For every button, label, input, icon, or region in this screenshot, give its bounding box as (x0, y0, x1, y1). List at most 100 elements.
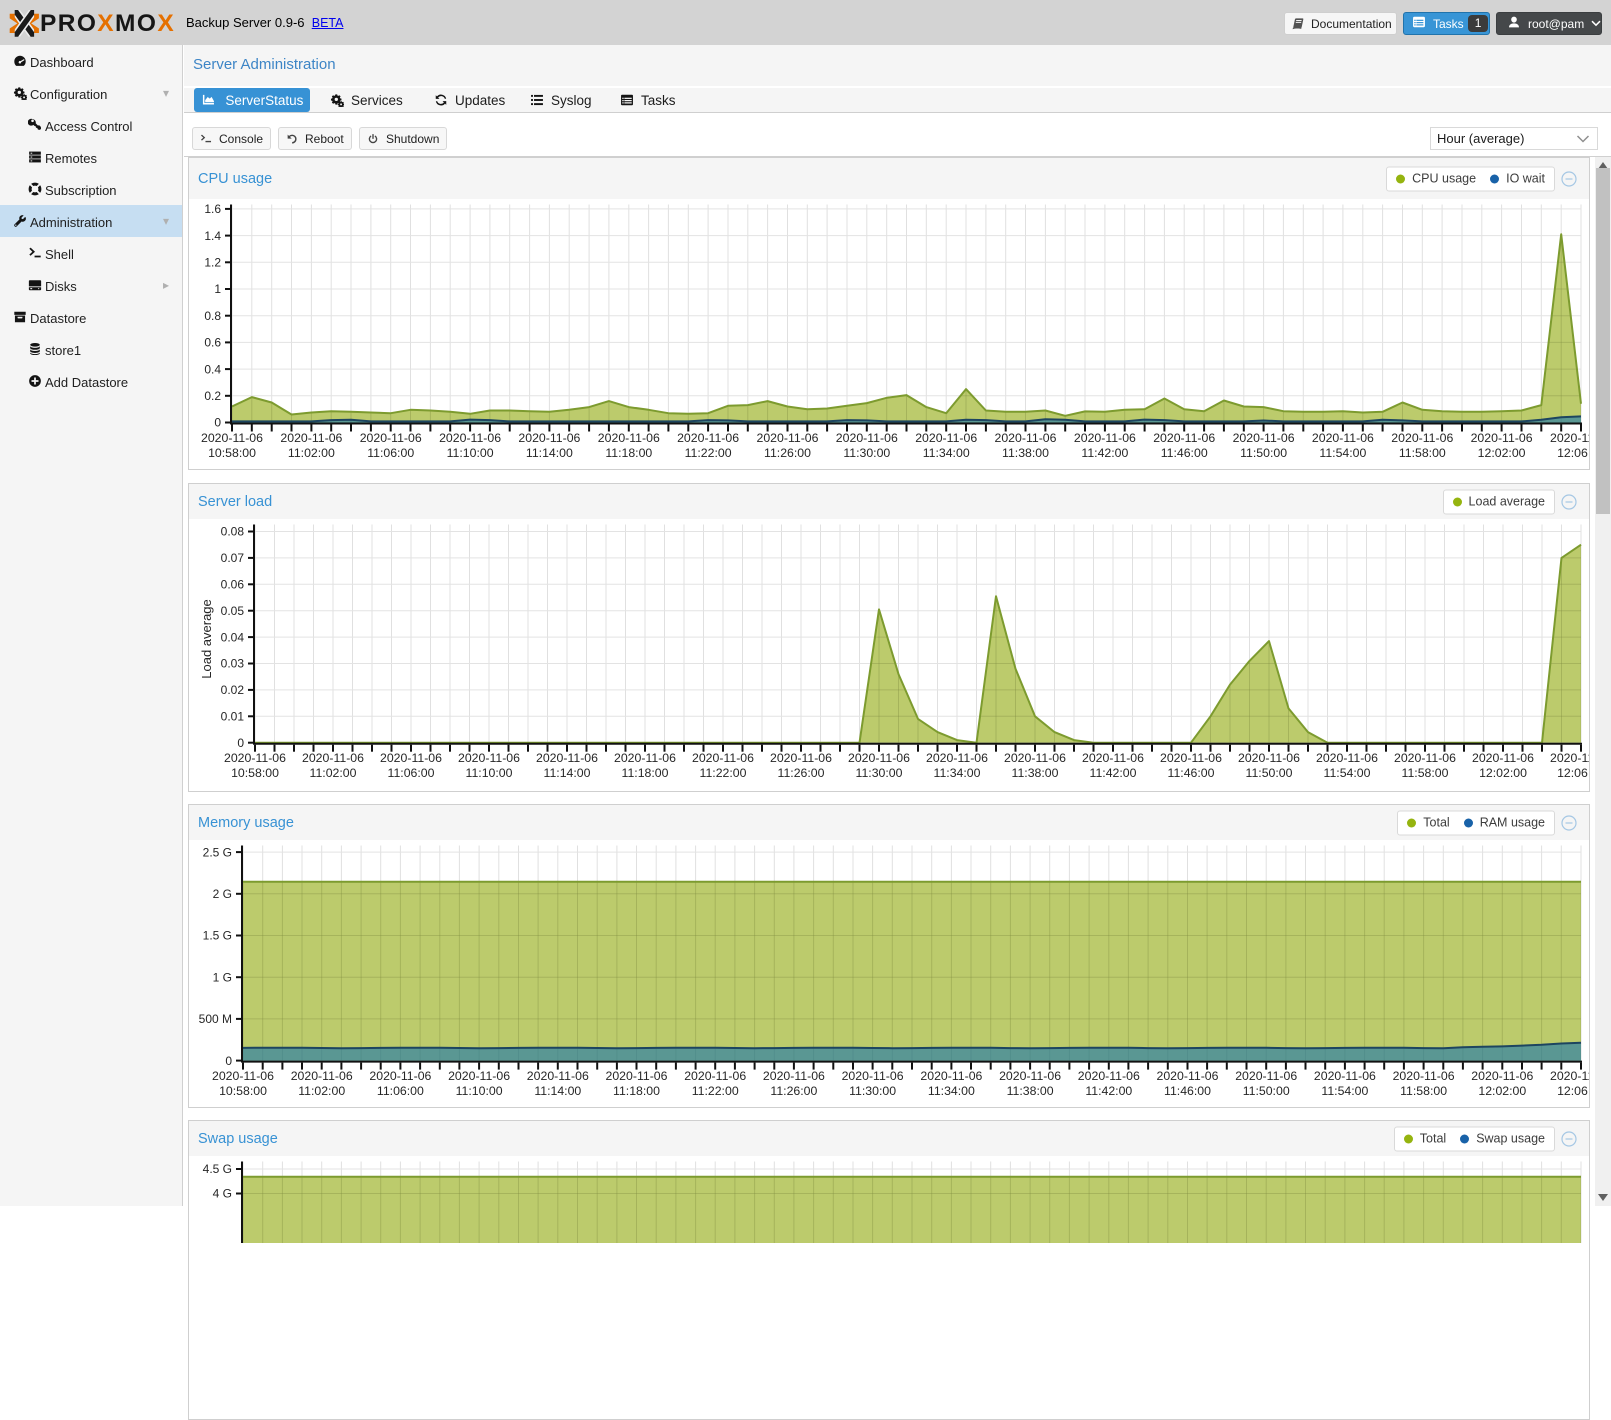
svg-text:500 M: 500 M (199, 1012, 232, 1026)
svg-text:2020-11-06: 2020-11-06 (1471, 431, 1533, 445)
svg-text:0.01: 0.01 (221, 710, 245, 724)
svg-text:2020-11-06: 2020-11-06 (1082, 751, 1144, 765)
svg-text:2020-11-06: 2020-11-06 (757, 431, 819, 445)
svg-text:11:54:00: 11:54:00 (1319, 446, 1366, 460)
svg-text:2020-11-06: 2020-11-06 (458, 751, 520, 765)
svg-text:11:26:00: 11:26:00 (770, 1084, 817, 1098)
svg-text:2020-11-06: 2020-11-06 (212, 1069, 274, 1083)
svg-text:2020-11-06: 2020-11-06 (1312, 431, 1374, 445)
svg-text:2020-11-06: 2020-11-06 (1078, 1069, 1140, 1083)
svg-text:11:34:00: 11:34:00 (934, 766, 981, 780)
svg-text:11:02:00: 11:02:00 (310, 766, 357, 780)
svg-text:11:22:00: 11:22:00 (685, 446, 732, 460)
svg-text:2020-11-06: 2020-11-06 (360, 431, 422, 445)
svg-text:11:54:00: 11:54:00 (1324, 766, 1371, 780)
svg-text:2020-11-06: 2020-11-06 (1391, 431, 1453, 445)
svg-text:10:58:00: 10:58:00 (208, 446, 256, 460)
svg-text:11:58:00: 11:58:00 (1399, 446, 1446, 460)
svg-text:4 G: 4 G (213, 1187, 232, 1201)
svg-text:11:02:00: 11:02:00 (288, 446, 335, 460)
svg-text:2020-11-06: 2020-11-06 (536, 751, 598, 765)
svg-text:0.05: 0.05 (221, 604, 245, 618)
svg-text:12:06:00: 12:06:00 (1557, 446, 1589, 460)
svg-text:1: 1 (214, 282, 221, 296)
svg-text:1.6: 1.6 (204, 202, 221, 216)
svg-text:1.5 G: 1.5 G (203, 929, 232, 943)
svg-text:0: 0 (237, 736, 244, 750)
svg-text:11:50:00: 11:50:00 (1240, 446, 1287, 460)
svg-text:2020-11-06: 2020-11-06 (1004, 751, 1066, 765)
svg-text:11:14:00: 11:14:00 (544, 766, 591, 780)
svg-text:2020-11-06: 2020-11-06 (1235, 1069, 1297, 1083)
svg-text:2020-11-06: 2020-11-06 (684, 1069, 746, 1083)
svg-text:12:02:00: 12:02:00 (1478, 446, 1526, 460)
svg-text:2020-11-06: 2020-11-06 (1550, 751, 1589, 765)
svg-text:0.03: 0.03 (221, 657, 245, 671)
svg-text:0.07: 0.07 (221, 551, 245, 565)
svg-text:2020-11-06: 2020-11-06 (606, 1069, 668, 1083)
svg-text:11:54:00: 11:54:00 (1321, 1084, 1368, 1098)
svg-text:1 G: 1 G (213, 970, 232, 984)
svg-text:2020-11-06: 2020-11-06 (1394, 751, 1456, 765)
svg-text:11:50:00: 11:50:00 (1246, 766, 1293, 780)
svg-text:2020-11-06: 2020-11-06 (1314, 1069, 1376, 1083)
svg-text:2 G: 2 G (213, 887, 232, 901)
svg-text:11:38:00: 11:38:00 (1002, 446, 1049, 460)
svg-text:2020-11-06: 2020-11-06 (302, 751, 364, 765)
svg-text:1.2: 1.2 (204, 256, 221, 270)
svg-text:2020-11-06: 2020-11-06 (380, 751, 442, 765)
svg-text:2020-11-06: 2020-11-06 (915, 431, 977, 445)
svg-text:2020-11-06: 2020-11-06 (448, 1069, 510, 1083)
svg-text:11:58:00: 11:58:00 (1400, 1084, 1447, 1098)
svg-text:11:18:00: 11:18:00 (613, 1084, 660, 1098)
svg-text:2020-11-06: 2020-11-06 (836, 431, 898, 445)
svg-text:2020-11-06: 2020-11-06 (369, 1069, 431, 1083)
svg-text:11:14:00: 11:14:00 (526, 446, 573, 460)
svg-text:2020-11-06: 2020-11-06 (1238, 751, 1300, 765)
svg-text:11:42:00: 11:42:00 (1081, 446, 1128, 460)
svg-text:2020-11-06: 2020-11-06 (201, 431, 263, 445)
svg-text:4.5 G: 4.5 G (203, 1162, 232, 1176)
svg-text:2020-11-06: 2020-11-06 (1074, 431, 1136, 445)
svg-text:11:34:00: 11:34:00 (923, 446, 970, 460)
svg-text:0.2: 0.2 (204, 389, 221, 403)
svg-text:2020-11-06: 2020-11-06 (926, 751, 988, 765)
svg-text:2020-11-06: 2020-11-06 (280, 431, 342, 445)
svg-text:11:26:00: 11:26:00 (778, 766, 825, 780)
svg-text:11:22:00: 11:22:00 (692, 1084, 739, 1098)
svg-text:11:14:00: 11:14:00 (534, 1084, 581, 1098)
svg-text:11:26:00: 11:26:00 (764, 446, 811, 460)
svg-text:2020-11-06: 2020-11-06 (527, 1069, 589, 1083)
svg-text:0.4: 0.4 (204, 362, 221, 376)
svg-text:2020-11-06: 2020-11-06 (439, 431, 501, 445)
svg-text:11:50:00: 11:50:00 (1243, 1084, 1290, 1098)
svg-text:1.4: 1.4 (204, 229, 221, 243)
svg-text:12:06:00: 12:06:00 (1557, 1084, 1589, 1098)
svg-text:11:06:00: 11:06:00 (367, 446, 414, 460)
svg-text:2020-11-06: 2020-11-06 (1550, 1069, 1589, 1083)
svg-text:2020-11-06: 2020-11-06 (1471, 1069, 1533, 1083)
svg-text:2020-11-06: 2020-11-06 (763, 1069, 825, 1083)
svg-text:11:06:00: 11:06:00 (377, 1084, 424, 1098)
svg-text:2020-11-06: 2020-11-06 (224, 751, 286, 765)
svg-text:2020-11-06: 2020-11-06 (920, 1069, 982, 1083)
svg-text:0.06: 0.06 (221, 578, 245, 592)
svg-text:11:10:00: 11:10:00 (456, 1084, 503, 1098)
svg-text:11:10:00: 11:10:00 (447, 446, 494, 460)
svg-text:11:02:00: 11:02:00 (298, 1084, 345, 1098)
svg-text:11:42:00: 11:42:00 (1085, 1084, 1132, 1098)
svg-text:11:18:00: 11:18:00 (622, 766, 669, 780)
svg-text:2020-11-06: 2020-11-06 (598, 431, 660, 445)
svg-text:10:58:00: 10:58:00 (219, 1084, 267, 1098)
svg-text:11:58:00: 11:58:00 (1402, 766, 1449, 780)
svg-text:2020-11-06: 2020-11-06 (995, 431, 1057, 445)
svg-text:11:30:00: 11:30:00 (856, 766, 903, 780)
svg-text:11:30:00: 11:30:00 (843, 446, 890, 460)
svg-text:2020-11-06: 2020-11-06 (1160, 751, 1222, 765)
svg-text:11:18:00: 11:18:00 (605, 446, 652, 460)
svg-text:0: 0 (225, 1054, 232, 1068)
svg-text:Load average: Load average (199, 599, 214, 679)
svg-text:12:06:00: 12:06:00 (1557, 766, 1589, 780)
svg-text:0.02: 0.02 (221, 683, 245, 697)
svg-text:11:38:00: 11:38:00 (1012, 766, 1059, 780)
